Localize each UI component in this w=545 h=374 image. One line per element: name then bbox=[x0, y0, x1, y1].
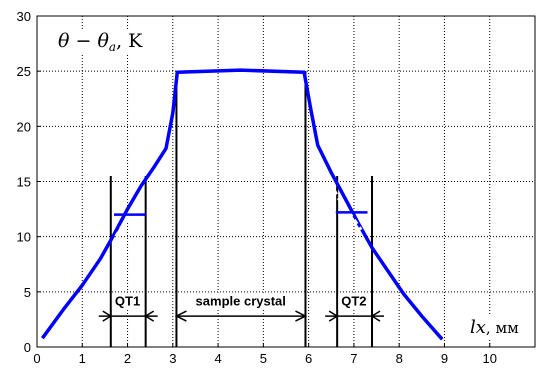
annotation-label: QT2 bbox=[341, 294, 366, 309]
y-tick-label: 5 bbox=[24, 285, 31, 300]
y-tick-label: 30 bbox=[17, 9, 31, 24]
x-tick-label: 5 bbox=[260, 351, 267, 366]
x-tick-label: 4 bbox=[214, 351, 221, 366]
temperature-profile-line bbox=[40, 68, 444, 341]
series bbox=[40, 68, 444, 341]
arrowhead-right bbox=[295, 310, 308, 322]
y-tick-label: 25 bbox=[17, 64, 31, 79]
y-tick-label: 15 bbox=[17, 175, 31, 190]
x-axis-label-bg bbox=[467, 316, 523, 339]
arrows bbox=[98, 310, 385, 322]
y-axis-label-bg bbox=[55, 29, 147, 55]
ticks: 0 1 2 3 4 5 6 7 8 9 10 0 5 10 15 20 25 30 bbox=[17, 9, 497, 366]
annotation-label: sample crystal bbox=[196, 294, 286, 309]
annotation-labels: QT1 sample crystal QT2 bbox=[111, 292, 370, 310]
dashed-gap bbox=[331, 189, 363, 232]
x-tick-label: 0 bbox=[33, 351, 40, 366]
arrowhead-right bbox=[144, 310, 155, 322]
y-tick-label: 10 bbox=[17, 230, 31, 245]
y-axis-label: θ − θa, K bbox=[58, 30, 143, 54]
x-tick-label: 8 bbox=[396, 351, 403, 366]
annotation-label-bg bbox=[111, 292, 144, 310]
arrowhead-right bbox=[370, 310, 381, 322]
annotation-label: QT1 bbox=[115, 294, 140, 309]
annotation-label-bg bbox=[338, 292, 370, 310]
x-tick-label: 2 bbox=[124, 351, 131, 366]
arrowhead-left bbox=[102, 310, 113, 322]
arrowhead-left bbox=[328, 310, 339, 322]
x-tick-label: 6 bbox=[305, 351, 312, 366]
annotation-label-bg bbox=[192, 292, 289, 310]
x-axis-label: lx, мм bbox=[470, 317, 519, 338]
x-tick-label: 10 bbox=[482, 351, 496, 366]
arrowhead-left bbox=[174, 310, 187, 322]
y-tick-label: 0 bbox=[24, 340, 31, 355]
vertical-markers bbox=[109, 71, 374, 347]
x-tick-label: 7 bbox=[350, 351, 357, 366]
grid bbox=[37, 16, 535, 347]
x-tick-label: 3 bbox=[169, 351, 176, 366]
y-tick-label: 20 bbox=[17, 119, 31, 134]
x-tick-label: 9 bbox=[441, 351, 448, 366]
x-tick-label: 1 bbox=[79, 351, 86, 366]
